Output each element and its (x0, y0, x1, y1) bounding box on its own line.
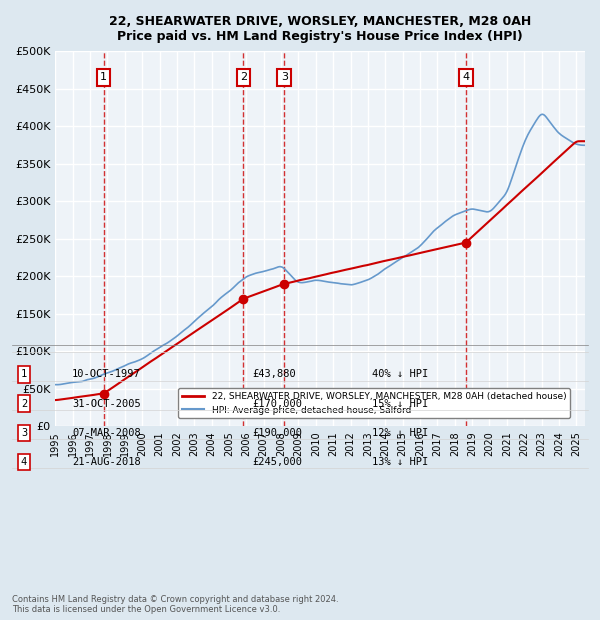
Title: 22, SHEARWATER DRIVE, WORSLEY, MANCHESTER, M28 0AH
Price paid vs. HM Land Regist: 22, SHEARWATER DRIVE, WORSLEY, MANCHESTE… (109, 15, 532, 43)
Text: 13% ↓ HPI: 13% ↓ HPI (372, 457, 428, 467)
Text: 40% ↓ HPI: 40% ↓ HPI (372, 370, 428, 379)
Text: 3: 3 (281, 73, 288, 82)
Text: 31-OCT-2005: 31-OCT-2005 (72, 399, 141, 409)
Text: 2: 2 (21, 399, 27, 409)
Text: 4: 4 (463, 73, 469, 82)
Text: 1: 1 (21, 370, 27, 379)
Legend: 22, SHEARWATER DRIVE, WORSLEY, MANCHESTER, M28 0AH (detached house), HPI: Averag: 22, SHEARWATER DRIVE, WORSLEY, MANCHESTE… (178, 389, 570, 419)
Text: 12% ↓ HPI: 12% ↓ HPI (372, 428, 428, 438)
Text: 15% ↓ HPI: 15% ↓ HPI (372, 399, 428, 409)
Text: 21-AUG-2018: 21-AUG-2018 (72, 457, 141, 467)
Text: This data is licensed under the Open Government Licence v3.0.: This data is licensed under the Open Gov… (12, 604, 280, 614)
Text: 10-OCT-1997: 10-OCT-1997 (72, 370, 141, 379)
Text: £43,880: £43,880 (252, 370, 296, 379)
Text: £170,000: £170,000 (252, 399, 302, 409)
Text: 3: 3 (21, 428, 27, 438)
Text: 4: 4 (21, 457, 27, 467)
Text: £190,000: £190,000 (252, 428, 302, 438)
Text: 2: 2 (240, 73, 247, 82)
Text: 07-MAR-2008: 07-MAR-2008 (72, 428, 141, 438)
Text: £245,000: £245,000 (252, 457, 302, 467)
Text: Contains HM Land Registry data © Crown copyright and database right 2024.: Contains HM Land Registry data © Crown c… (12, 595, 338, 604)
Text: 1: 1 (100, 73, 107, 82)
